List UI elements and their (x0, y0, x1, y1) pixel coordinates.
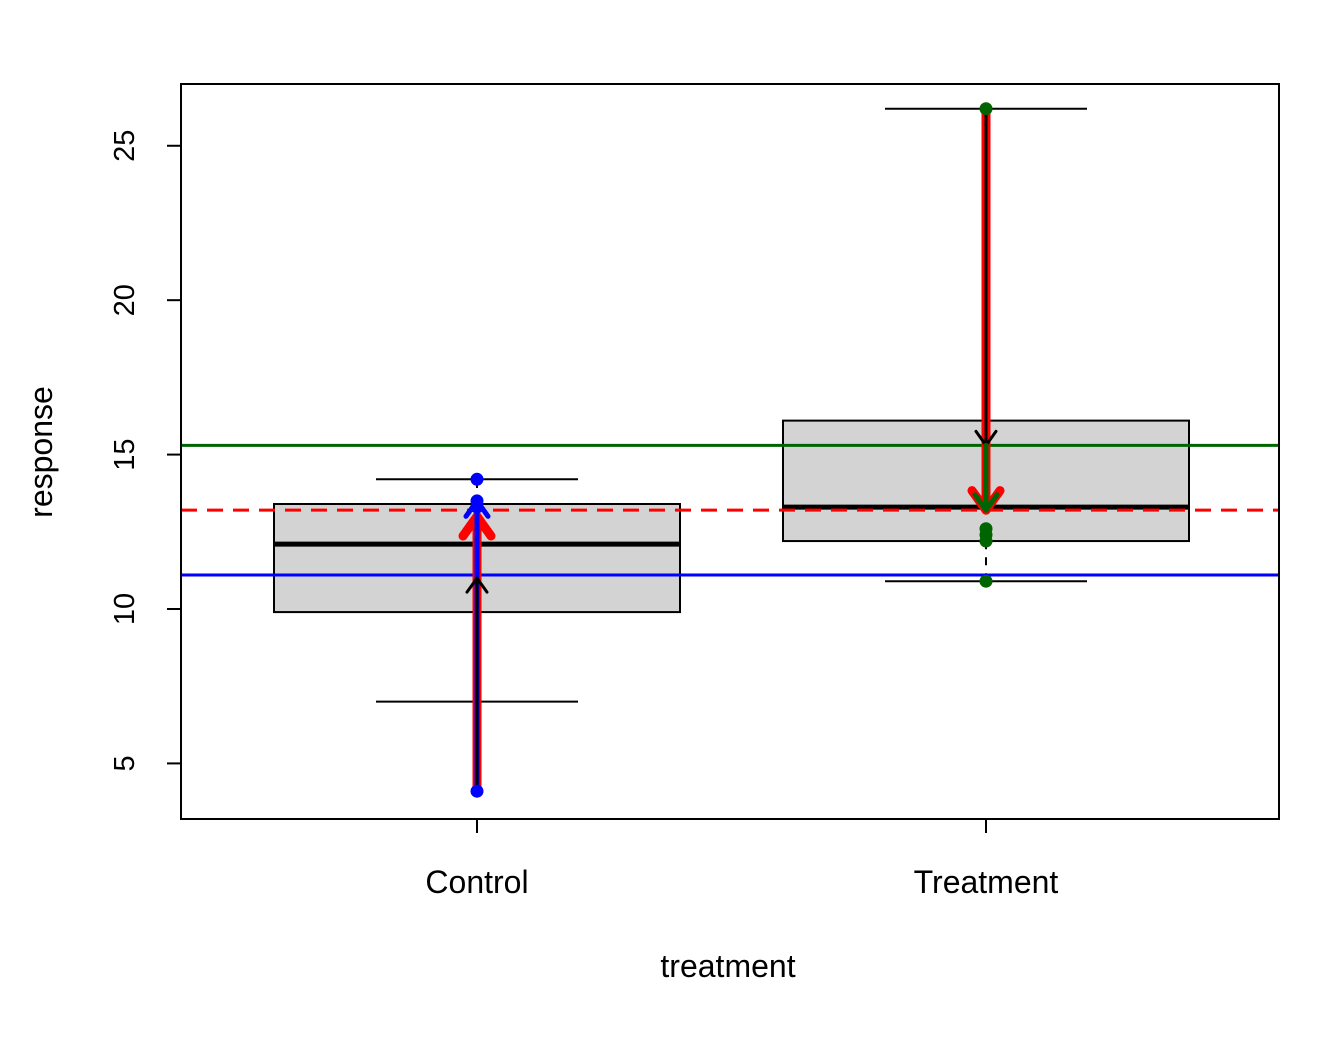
y-tick-label: 10 (109, 593, 141, 625)
x-tick-label: Control (425, 864, 528, 900)
x-axis-label: treatment (660, 948, 795, 984)
data-point (470, 472, 484, 486)
data-point (979, 102, 993, 116)
data-point (470, 494, 484, 508)
data-point (979, 522, 993, 536)
data-point (979, 574, 993, 588)
arrow-head (465, 576, 489, 594)
x-tick-label: Treatment (914, 864, 1059, 900)
y-tick-label: 15 (109, 438, 141, 470)
y-tick-label: 25 (109, 130, 141, 162)
arrow-2 (465, 576, 489, 793)
y-axis-label: response (23, 386, 59, 518)
arrow-4 (974, 107, 998, 447)
data-point (470, 784, 484, 798)
arrow-5 (972, 442, 1000, 513)
arrow-head (972, 492, 1000, 513)
plot-frame (180, 83, 1280, 820)
y-tick-label: 5 (109, 755, 141, 771)
y-tick-label: 20 (109, 284, 141, 316)
